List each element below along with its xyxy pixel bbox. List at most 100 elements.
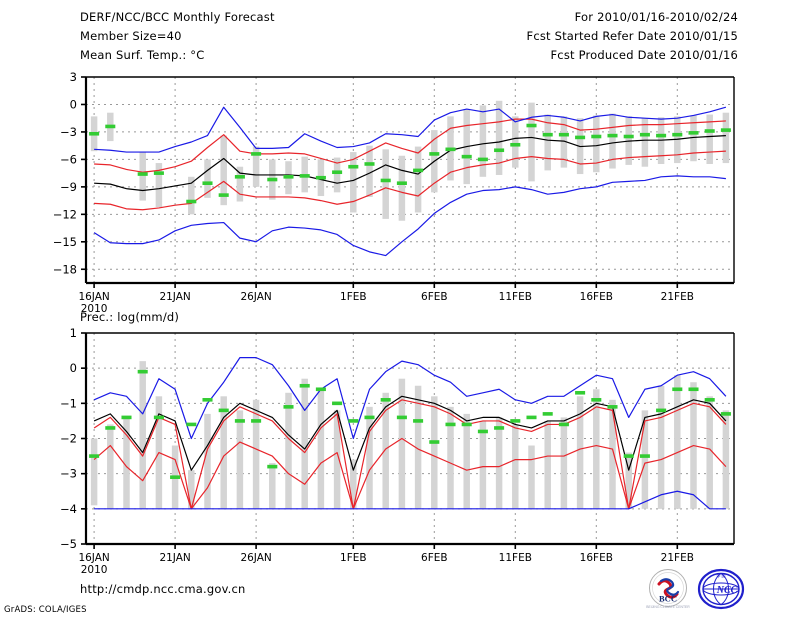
x-axis-tick-label: 11FEB xyxy=(499,552,532,564)
y-axis-tick-label: −5 xyxy=(60,537,77,551)
header-variable-label: Mean Surf. Temp.: °C xyxy=(80,48,205,62)
x-axis-tick-label: 21JAN xyxy=(159,291,190,303)
observed-mark xyxy=(315,175,326,180)
bcc-logo-icon: BCC BEIJING CLIMATE CENTER xyxy=(646,569,690,609)
spread-bar xyxy=(641,410,649,509)
spread-bar xyxy=(382,149,389,219)
spread-bar xyxy=(544,420,551,509)
y-axis-tick-label: −15 xyxy=(53,235,77,249)
observed-mark xyxy=(688,131,699,135)
observed-mark xyxy=(380,398,391,402)
precipitation-axis-label: Prec.: log(mm/d) xyxy=(80,310,180,324)
ncc-logo-icon: NCC 中 国 xyxy=(697,568,745,610)
spread-bar xyxy=(155,163,163,208)
observed-mark xyxy=(591,134,602,139)
spread-bar xyxy=(252,146,260,187)
observed-mark xyxy=(89,454,100,458)
spread-bar xyxy=(414,385,422,509)
spread-bar xyxy=(333,410,341,509)
series-line xyxy=(93,399,727,510)
spread-bar xyxy=(544,114,551,171)
observed-mark xyxy=(639,132,650,137)
observed-mark xyxy=(105,124,116,129)
observed-mark xyxy=(558,422,569,427)
observed-mark xyxy=(575,390,586,395)
observed-mark xyxy=(283,405,294,409)
observed-mark xyxy=(396,181,407,186)
y-axis-tick-label: 0 xyxy=(70,361,77,375)
precipitation-chart: 1 0 −1 −2 −3 −4 −5 16JAN 21JAN 26JAN 1FEB 6FEB 11FEB… xyxy=(0,322,800,576)
x-axis-tick-label: 21JAN xyxy=(159,552,190,564)
footer-url[interactable]: http://cmdp.ncc.cma.gov.cn xyxy=(80,582,246,596)
observed-mark xyxy=(477,157,488,162)
observed-mark xyxy=(105,426,116,430)
observed-mark xyxy=(461,422,472,427)
y-axis-tick-label: 1 xyxy=(70,326,77,340)
header-started-refer-date: Fcst Started Refer Date 2010/01/15 xyxy=(526,29,738,43)
observed-mark xyxy=(461,154,472,159)
observed-mark xyxy=(348,164,359,169)
spread-bar xyxy=(495,100,503,175)
observed-mark xyxy=(672,132,683,137)
spread-bar xyxy=(398,155,406,221)
observed-mark xyxy=(267,464,278,469)
series-line xyxy=(94,490,726,510)
observed-mark xyxy=(380,178,391,183)
observed-mark xyxy=(429,440,440,444)
observed-mark xyxy=(494,148,505,153)
svg-text:NCC: NCC xyxy=(716,585,738,596)
header-member-size: Member Size=40 xyxy=(80,29,182,43)
observed-mark xyxy=(153,415,164,420)
observed-mark xyxy=(656,133,667,138)
series-line xyxy=(93,357,727,440)
observed-mark xyxy=(89,131,100,136)
spread-bar xyxy=(333,157,341,193)
svg-text:BCC: BCC xyxy=(659,594,677,604)
spread-bar xyxy=(609,399,616,509)
spread-bar xyxy=(188,176,195,215)
y-axis-tick-label: 3 xyxy=(70,70,77,84)
x-axis-tick-label: 21FEB xyxy=(661,552,694,564)
observed-mark xyxy=(429,152,440,156)
observed-mark xyxy=(526,415,537,420)
observed-mark xyxy=(607,405,618,409)
y-axis-tick-label: −4 xyxy=(60,502,77,516)
x-axis-tick-label: 6FEB xyxy=(421,291,448,303)
series-line xyxy=(94,106,727,153)
x-axis-tick-label: 16FEB xyxy=(580,552,613,564)
observed-mark xyxy=(299,383,310,388)
x-axis-tick-label: 11FEB xyxy=(499,291,532,303)
observed-mark xyxy=(218,193,229,197)
observed-mark xyxy=(364,415,375,420)
spread-bar xyxy=(593,115,600,173)
spread-bar xyxy=(528,445,535,509)
x-axis-tick-label: 21FEB xyxy=(661,291,694,303)
observed-mark xyxy=(186,422,197,427)
temperature-chart: 3 0 −3 −6 −9 −12 −15 −18 16JAN 21JAN 26JAN 1FEB 6FEB… xyxy=(0,62,800,315)
spread-bar xyxy=(706,114,713,164)
observed-mark xyxy=(137,369,148,374)
observed-mark xyxy=(672,387,683,392)
observed-mark xyxy=(607,133,618,138)
observed-mark xyxy=(332,401,343,406)
x-axis-tick-label: 16JAN xyxy=(78,552,109,564)
observed-mark xyxy=(720,128,731,132)
observed-mark xyxy=(445,147,456,152)
spread-bar xyxy=(382,392,389,509)
spread-bar xyxy=(674,375,681,509)
header-title: DERF/NCC/BCC Monthly Forecast xyxy=(80,10,275,24)
observed-mark xyxy=(688,387,699,392)
observed-mark xyxy=(202,181,213,186)
observed-mark xyxy=(137,172,148,176)
spread-bar xyxy=(204,159,211,198)
observed-mark xyxy=(299,174,310,178)
spread-bar xyxy=(236,166,244,202)
observed-mark xyxy=(186,199,197,204)
spread-bar xyxy=(350,459,357,509)
spread-bar xyxy=(350,152,357,213)
spread-bar xyxy=(139,361,146,509)
spread-bar xyxy=(495,417,503,509)
observed-mark xyxy=(542,132,553,137)
observed-mark xyxy=(396,415,407,420)
